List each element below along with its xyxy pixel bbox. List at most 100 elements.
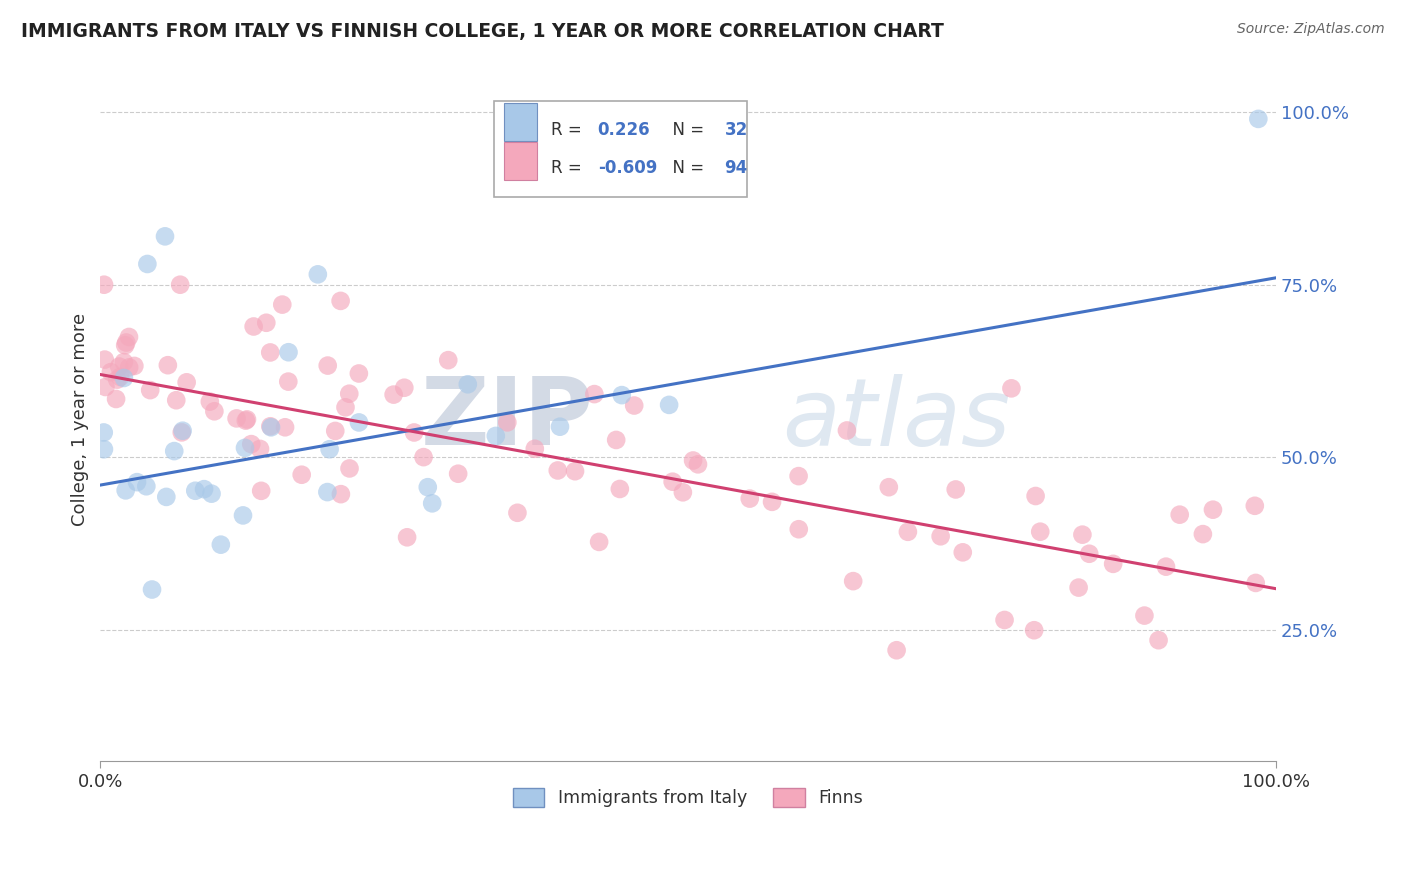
Point [945,483,967,497]
Point [277,345,299,359]
Point [118,360,141,375]
Point [165,393,187,408]
Point [337,386,360,401]
Point [564,464,586,478]
Point [254,316,277,330]
Point [236,412,259,426]
Point [169,277,191,292]
Point [125,475,148,490]
Point [93,277,115,292]
Text: ZIP: ZIP [422,374,595,466]
Point [672,485,695,500]
Text: 0.226: 0.226 [598,121,650,139]
Point [136,257,159,271]
Point [661,475,683,489]
Point [307,268,329,282]
Point [323,424,346,438]
Point [329,293,352,308]
FancyBboxPatch shape [503,103,537,141]
Point [761,495,783,509]
Point [108,370,131,384]
Point [1243,499,1265,513]
Point [547,463,569,477]
Point [1192,527,1215,541]
Point [394,381,416,395]
Point [115,335,138,350]
Point [1000,381,1022,395]
Point [108,359,131,374]
Point [94,380,117,394]
Point [176,376,198,390]
FancyBboxPatch shape [494,102,747,197]
Point [416,480,439,494]
Point [1078,547,1101,561]
Point [993,613,1015,627]
Point [658,398,681,412]
Point [787,469,810,483]
Point [404,425,426,440]
Point [329,487,352,501]
Text: 94: 94 [724,160,748,178]
Point [842,574,865,588]
Point [877,480,900,494]
Point [184,483,207,498]
Point [1247,112,1270,126]
Point [274,420,297,434]
Point [1071,527,1094,541]
Point [250,483,273,498]
Point [114,338,136,352]
Point [548,419,571,434]
Point [233,441,256,455]
Point [335,401,357,415]
Text: N =: N = [662,160,710,178]
Point [610,388,633,402]
Point [623,399,645,413]
Point [202,404,225,418]
Point [382,387,405,401]
Point [93,442,115,457]
Point [437,353,460,368]
Point [457,377,479,392]
Point [259,419,281,434]
Point [1102,557,1125,571]
Point [588,535,610,549]
Text: -0.609: -0.609 [598,160,657,178]
Point [609,482,631,496]
Point [114,483,136,498]
Point [163,444,186,458]
Point [1029,524,1052,539]
Text: R =: R = [551,121,586,139]
Point [271,297,294,311]
Legend: Immigrants from Italy, Finns: Immigrants from Italy, Finns [506,781,870,814]
Point [396,530,419,544]
Point [886,643,908,657]
Point [496,416,519,430]
Point [897,524,920,539]
Point [260,420,283,434]
Point [225,411,247,425]
Point [141,582,163,597]
Point [200,486,222,500]
Point [316,359,339,373]
Point [835,424,858,438]
Point [198,394,221,409]
Point [318,442,340,457]
Point [1244,576,1267,591]
Point [232,508,254,523]
FancyBboxPatch shape [503,143,537,180]
Point [1147,633,1170,648]
Point [1133,608,1156,623]
Point [93,352,115,367]
Point [249,442,271,456]
Point [156,358,179,372]
Point [347,416,370,430]
Point [523,442,546,456]
Text: 32: 32 [724,121,748,139]
Point [605,433,627,447]
Y-axis label: College, 1 year or more: College, 1 year or more [72,313,89,526]
Point [485,429,508,443]
Point [929,529,952,543]
Point [420,496,443,510]
Point [316,485,339,500]
Point [291,467,314,482]
